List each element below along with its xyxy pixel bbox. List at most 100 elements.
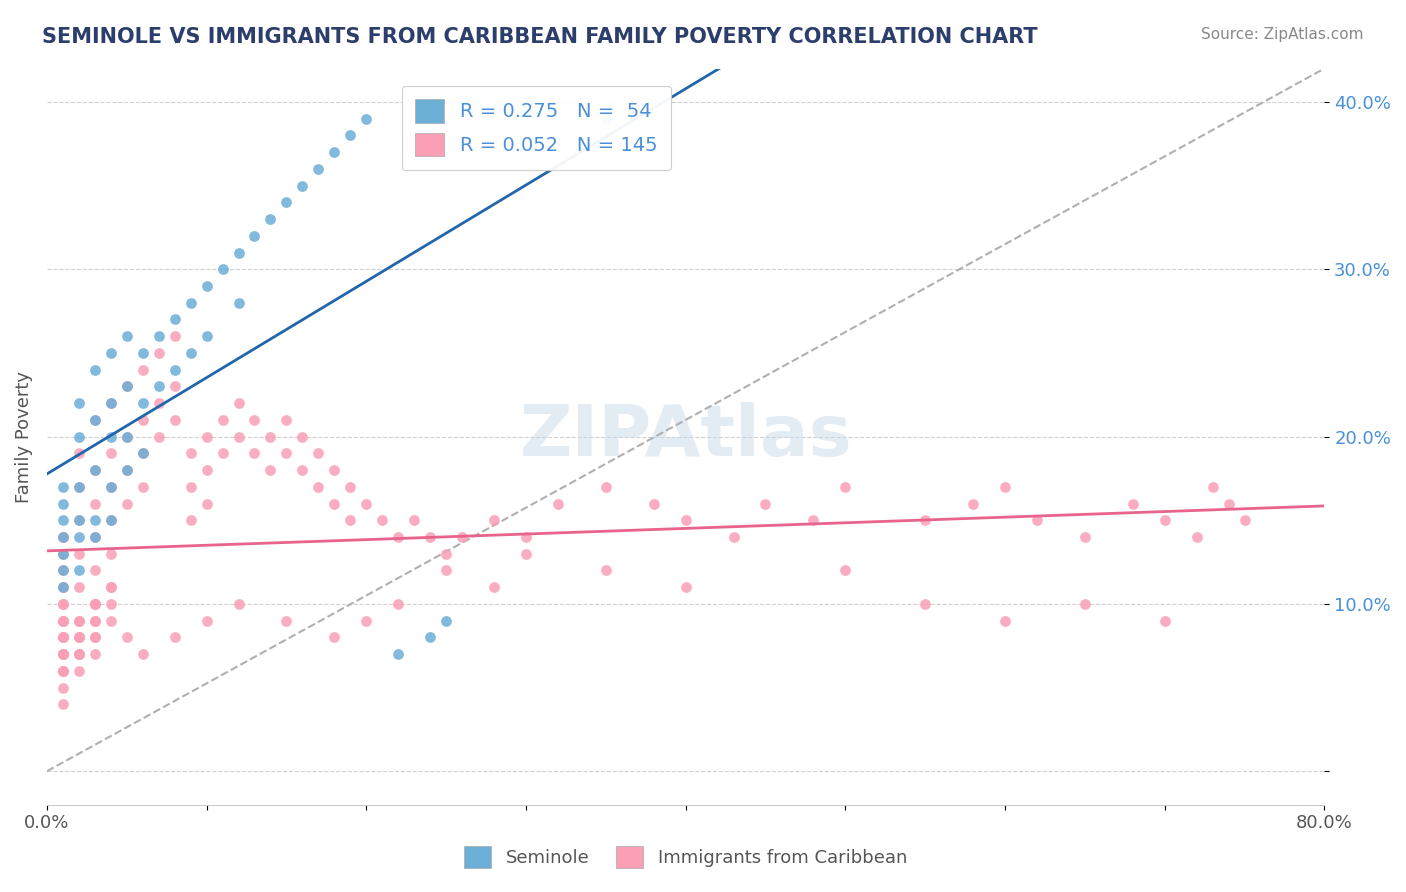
Point — [291, 463, 314, 477]
Point — [100, 513, 122, 527]
Point — [419, 631, 441, 645]
Point — [83, 564, 105, 578]
Point — [259, 463, 281, 477]
Point — [52, 597, 75, 611]
Point — [83, 496, 105, 510]
Point — [52, 614, 75, 628]
Point — [148, 379, 170, 393]
Point — [339, 513, 361, 527]
Point — [115, 379, 138, 393]
Point — [83, 413, 105, 427]
Point — [131, 396, 153, 410]
Point — [356, 614, 378, 628]
Point — [451, 530, 474, 544]
Point — [307, 161, 329, 176]
Point — [962, 496, 984, 510]
Point — [131, 446, 153, 460]
Point — [180, 480, 202, 494]
Point — [100, 597, 122, 611]
Point — [434, 547, 457, 561]
Point — [1201, 480, 1223, 494]
Point — [307, 480, 329, 494]
Point — [211, 262, 233, 277]
Point — [163, 312, 186, 326]
Point — [115, 429, 138, 443]
Point — [131, 362, 153, 376]
Point — [52, 564, 75, 578]
Point — [52, 698, 75, 712]
Point — [67, 647, 90, 661]
Point — [83, 597, 105, 611]
Point — [52, 631, 75, 645]
Point — [323, 145, 346, 160]
Point — [228, 396, 250, 410]
Point — [148, 346, 170, 360]
Point — [83, 463, 105, 477]
Point — [100, 614, 122, 628]
Point — [180, 346, 202, 360]
Point — [67, 580, 90, 594]
Point — [356, 496, 378, 510]
Point — [243, 228, 266, 243]
Point — [100, 446, 122, 460]
Point — [67, 631, 90, 645]
Point — [803, 513, 825, 527]
Point — [100, 396, 122, 410]
Point — [195, 329, 218, 343]
Point — [228, 245, 250, 260]
Point — [83, 614, 105, 628]
Point — [83, 631, 105, 645]
Point — [228, 429, 250, 443]
Point — [100, 429, 122, 443]
Point — [83, 530, 105, 544]
Point — [276, 195, 298, 210]
Point — [434, 564, 457, 578]
Point — [83, 614, 105, 628]
Point — [115, 429, 138, 443]
Point — [67, 631, 90, 645]
Point — [52, 681, 75, 695]
Point — [100, 580, 122, 594]
Point — [291, 178, 314, 193]
Point — [52, 564, 75, 578]
Point — [83, 362, 105, 376]
Point — [387, 647, 409, 661]
Point — [131, 480, 153, 494]
Point — [83, 647, 105, 661]
Point — [52, 614, 75, 628]
Point — [195, 279, 218, 293]
Point — [914, 513, 936, 527]
Point — [515, 530, 537, 544]
Text: Source: ZipAtlas.com: Source: ZipAtlas.com — [1201, 27, 1364, 42]
Point — [52, 580, 75, 594]
Point — [67, 429, 90, 443]
Point — [131, 413, 153, 427]
Point — [115, 631, 138, 645]
Point — [52, 631, 75, 645]
Point — [67, 513, 90, 527]
Point — [67, 480, 90, 494]
Point — [195, 429, 218, 443]
Point — [243, 413, 266, 427]
Point — [1218, 496, 1240, 510]
Point — [595, 564, 617, 578]
Point — [211, 446, 233, 460]
Point — [291, 429, 314, 443]
Point — [52, 547, 75, 561]
Point — [180, 446, 202, 460]
Point — [67, 647, 90, 661]
Point — [276, 413, 298, 427]
Point — [482, 513, 505, 527]
Point — [67, 614, 90, 628]
Point — [52, 647, 75, 661]
Point — [834, 564, 856, 578]
Point — [323, 496, 346, 510]
Point — [131, 346, 153, 360]
Point — [163, 379, 186, 393]
Point — [67, 547, 90, 561]
Point — [100, 396, 122, 410]
Point — [52, 664, 75, 678]
Point — [52, 530, 75, 544]
Point — [211, 413, 233, 427]
Point — [515, 547, 537, 561]
